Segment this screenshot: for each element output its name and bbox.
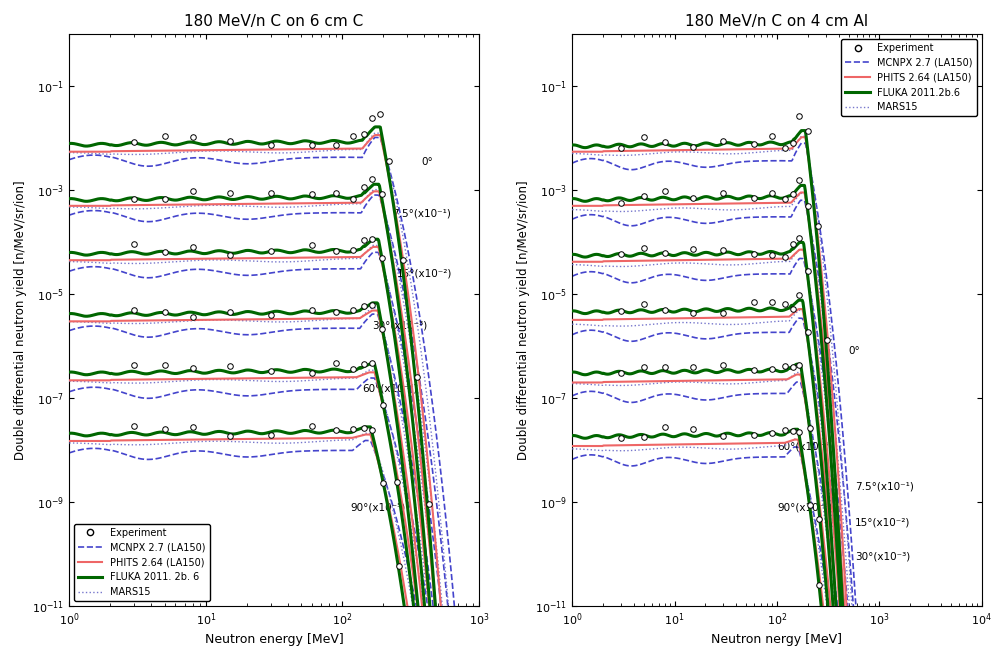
Legend: Experiment, MCNPX 2.7 (LA150), PHITS 2.64 (LA150), FLUKA 2011. 2b. 6, MARS15: Experiment, MCNPX 2.7 (LA150), PHITS 2.6… — [74, 524, 209, 601]
X-axis label: Neutron energy [MeV]: Neutron energy [MeV] — [204, 633, 343, 646]
X-axis label: Neutron nergy [MeV]: Neutron nergy [MeV] — [711, 633, 842, 646]
Y-axis label: Double differential neutron yield [n/MeV/sr/ion]: Double differential neutron yield [n/MeV… — [14, 180, 27, 460]
Text: 15°(x10⁻²): 15°(x10⁻²) — [396, 269, 452, 279]
Text: 30°(x10⁻³): 30°(x10⁻³) — [372, 321, 428, 331]
Text: 7.5°(x10⁻¹): 7.5°(x10⁻¹) — [855, 481, 914, 492]
Text: 60°(x10⁻⁴): 60°(x10⁻⁴) — [777, 441, 832, 451]
Text: 90°(x10⁻⁵): 90°(x10⁻⁵) — [777, 502, 832, 512]
Text: 0°: 0° — [422, 157, 434, 167]
Y-axis label: Double differential neutron yield [n/MeV/sr/ion]: Double differential neutron yield [n/MeV… — [517, 180, 530, 460]
Text: 15°(x10⁻²): 15°(x10⁻²) — [855, 518, 910, 528]
Text: 90°(x10⁻⁵): 90°(x10⁻⁵) — [350, 502, 405, 512]
Title: 180 MeV/n C on 4 cm Al: 180 MeV/n C on 4 cm Al — [685, 14, 868, 29]
Legend: Experiment, MCNPX 2.7 (LA150), PHITS 2.64 (LA150), FLUKA 2011.2b.6, MARS15: Experiment, MCNPX 2.7 (LA150), PHITS 2.6… — [841, 39, 977, 116]
Title: 180 MeV/n C on 6 cm C: 180 MeV/n C on 6 cm C — [184, 14, 363, 29]
Text: 60°(x10⁻⁴): 60°(x10⁻⁴) — [362, 384, 417, 394]
Text: 0°: 0° — [848, 346, 860, 356]
Text: 7.5°(x10⁻¹): 7.5°(x10⁻¹) — [391, 209, 451, 219]
Text: 30°(x10⁻³): 30°(x10⁻³) — [855, 552, 910, 562]
